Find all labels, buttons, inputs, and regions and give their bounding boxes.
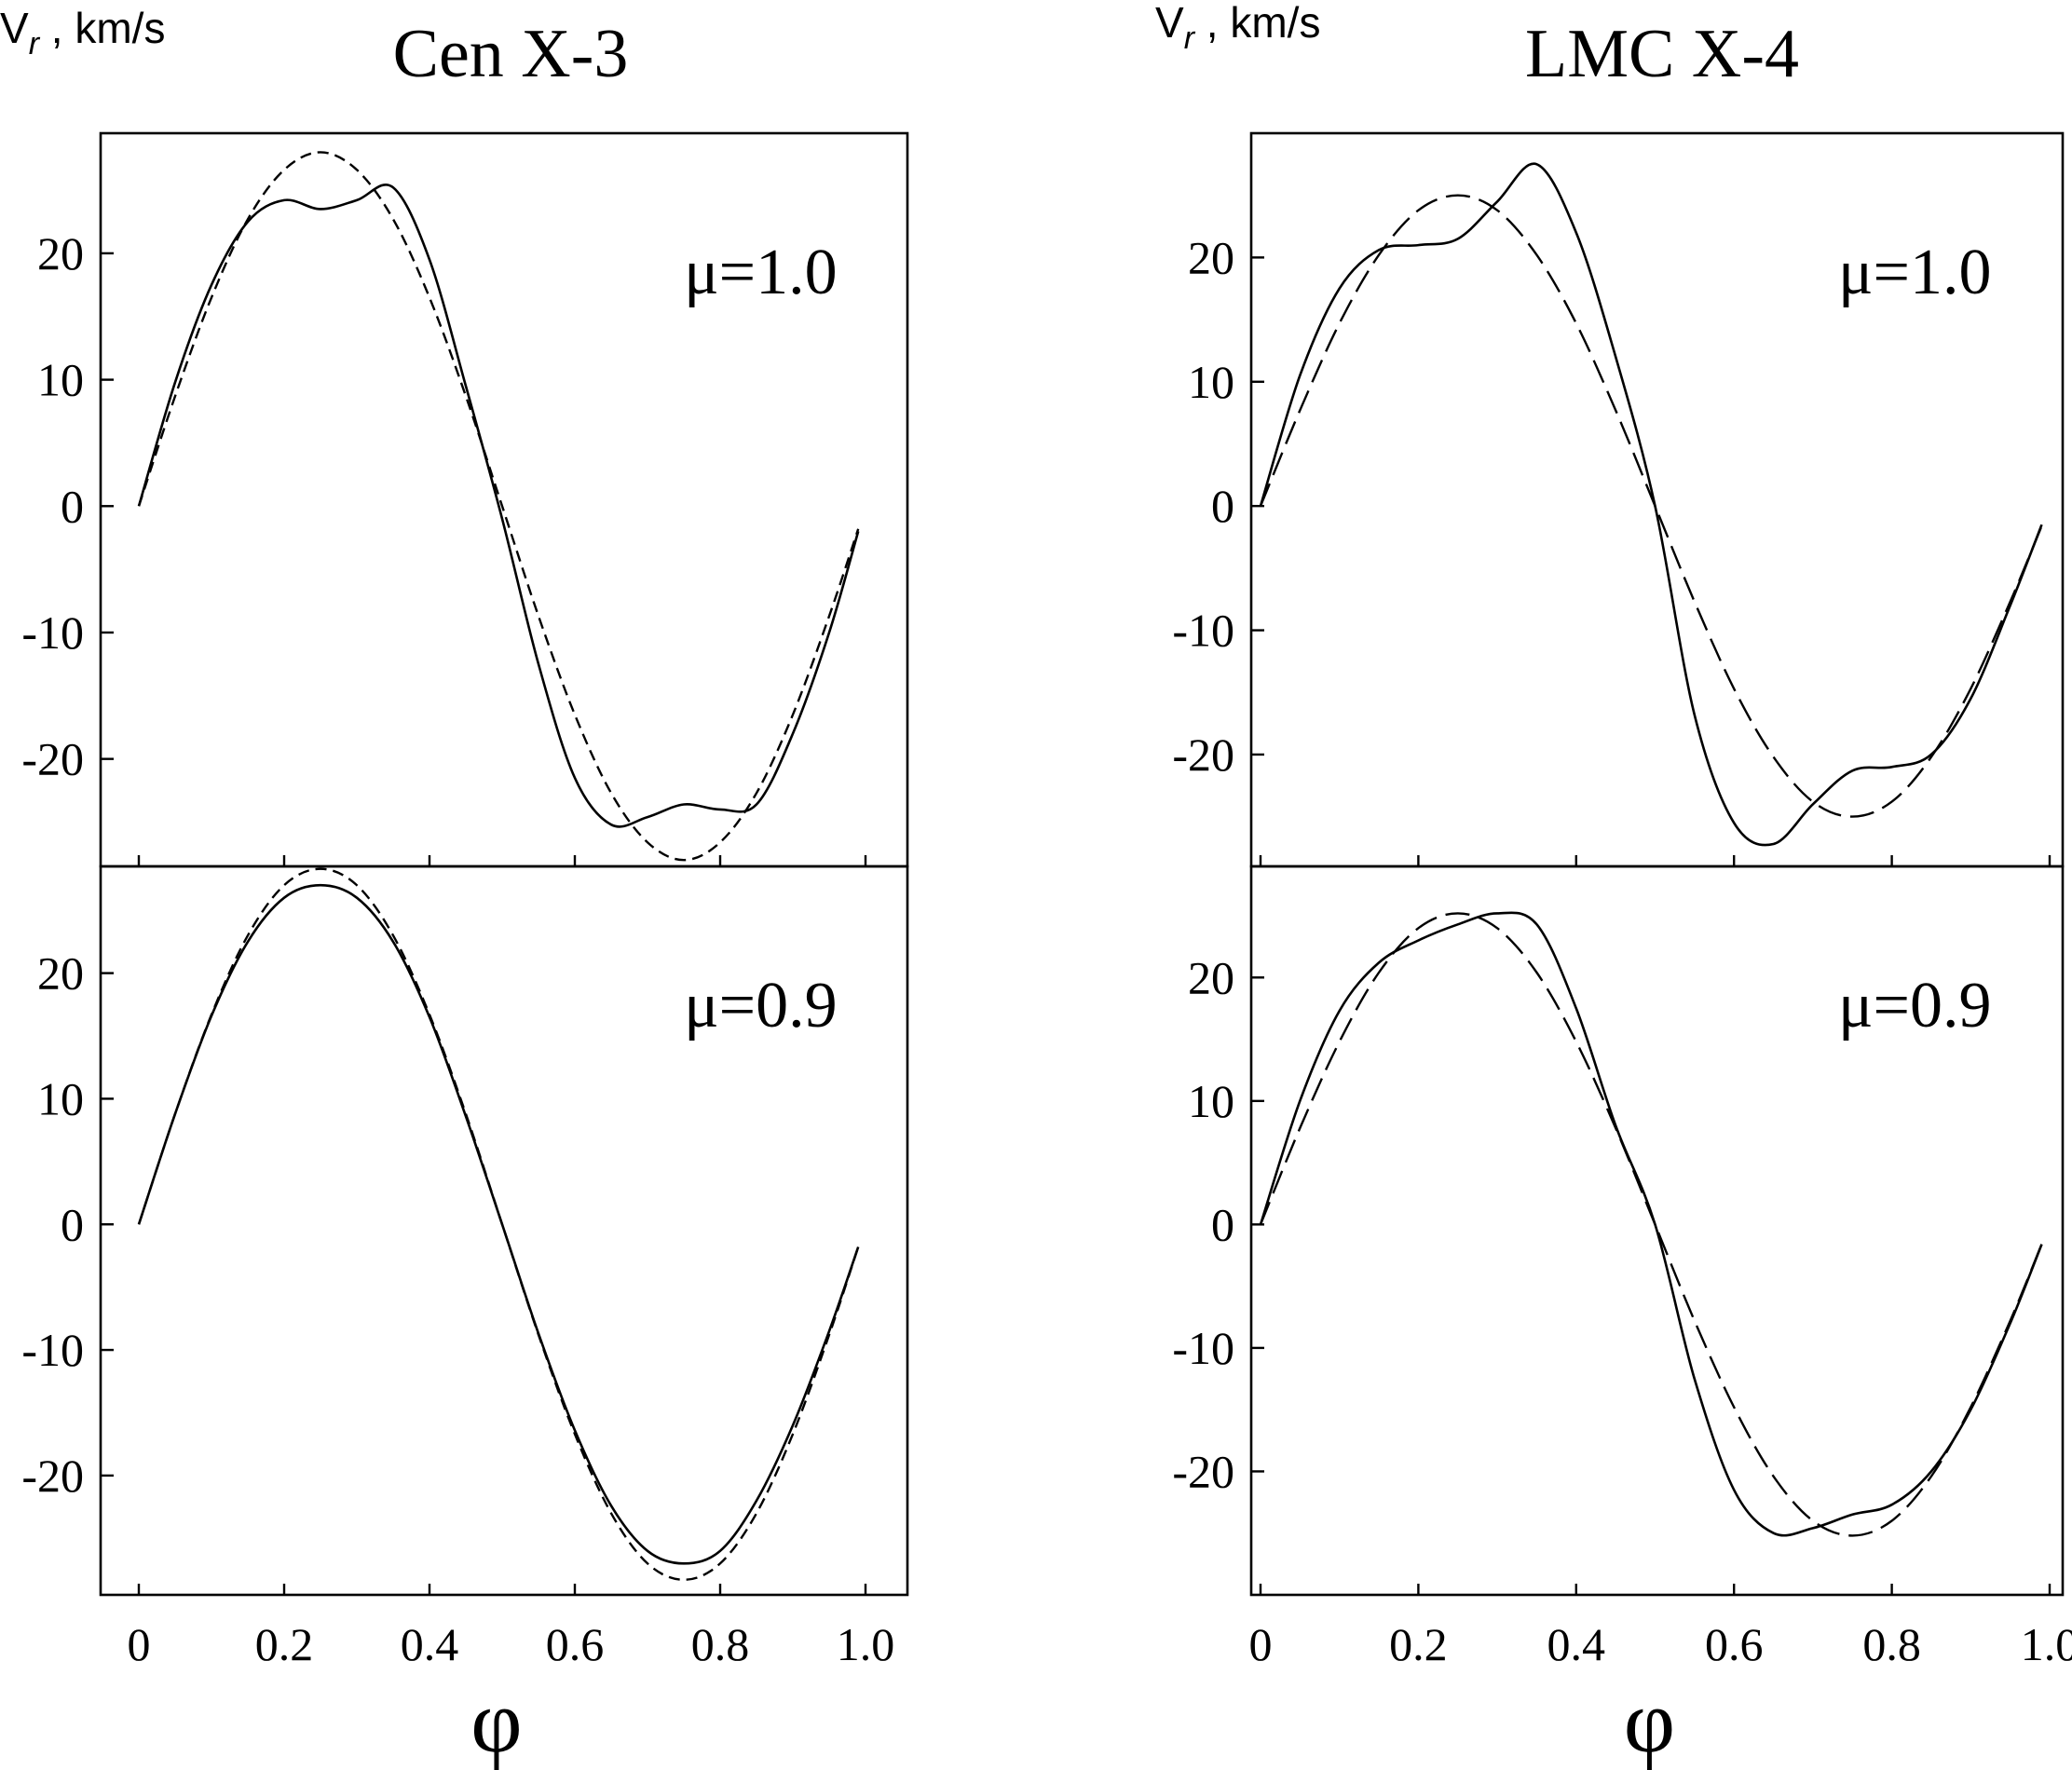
- y-tick-label: -20: [1172, 1445, 1234, 1497]
- series-sine-line: [1259, 194, 2043, 818]
- y-tick-label: 10: [1188, 1075, 1234, 1127]
- y-tick-label: -20: [21, 1450, 84, 1502]
- y-tick-label: 10: [1188, 356, 1234, 408]
- y-axis-label: Vr , km/s: [0, 4, 165, 61]
- mu-annotation: μ=1.0: [1838, 237, 1992, 308]
- y-tick-label: -10: [1172, 1322, 1234, 1374]
- series-model-line: [137, 184, 860, 828]
- plot-frame: [1249, 865, 2065, 1597]
- x-tick-label: 0.6: [1705, 1618, 1764, 1670]
- x-tick-label: 0.8: [691, 1618, 750, 1670]
- panel-cen-top: 20 10 0 -10 -20 μ=1.0 Cen X-3 Vr , km/s: [0, 4, 909, 868]
- x-tick-label: 0.4: [401, 1618, 459, 1670]
- y-tick-label: -10: [21, 606, 84, 659]
- y-tick-label: 20: [37, 947, 84, 1000]
- y-tick-label: 20: [1188, 951, 1234, 1003]
- panel-lmc-top: 20 10 0 -10 -20 μ=1.0 LMC X-4 Vr , km/s: [1155, 0, 2065, 868]
- y-tick-label: 10: [37, 354, 84, 406]
- y-tick-label: 20: [1188, 231, 1234, 283]
- y-tick-label: 0: [1211, 480, 1234, 532]
- x-tick-label: 0.4: [1547, 1618, 1606, 1670]
- y-tick-label: -10: [21, 1324, 84, 1376]
- mu-annotation: μ=0.9: [1838, 970, 1992, 1042]
- series-sine-line: [137, 867, 860, 1582]
- series-model-line: [1259, 911, 2043, 1537]
- panel-lmc-bottom: 20 10 0 -10 -20 0 0.2 0.4 0.6 0.8 1.0 μ=0.9 φ: [1172, 865, 2072, 1770]
- y-tick-label: 10: [37, 1072, 84, 1124]
- mu-annotation: μ=1.0: [684, 237, 838, 308]
- chart-title: Cen X-3: [393, 16, 629, 92]
- y-tick-label: -20: [1172, 728, 1234, 781]
- x-tick-label: 0: [128, 1618, 151, 1670]
- x-tick-label: 1.0: [837, 1618, 895, 1670]
- x-tick-label: 0: [1249, 1618, 1273, 1670]
- y-axis-label: Vr , km/s: [1155, 0, 1320, 56]
- y-tick-label: 20: [37, 227, 84, 279]
- y-tick-label: -10: [1172, 605, 1234, 657]
- chart-title: LMC X-4: [1525, 16, 1799, 92]
- y-tick-label: 0: [61, 1198, 84, 1250]
- panel-cen-bottom: 20 10 0 -10 -20 0 0.2 0.4 0.6 0.8 1.0 μ=0.9 φ: [21, 865, 909, 1770]
- x-tick-label: 0.2: [1389, 1618, 1448, 1670]
- x-axis-label: φ: [1624, 1671, 1675, 1770]
- series-sine-line: [137, 151, 860, 862]
- y-tick-label: -20: [21, 733, 84, 785]
- x-tick-label: 0.8: [1862, 1618, 1921, 1670]
- y-tick-label: 0: [1211, 1198, 1234, 1250]
- x-axis-label: φ: [470, 1671, 522, 1770]
- x-tick-label: 0.6: [546, 1618, 605, 1670]
- plot-frame: [99, 865, 909, 1597]
- y-tick-label: 0: [61, 480, 84, 532]
- series-sine-line: [1259, 912, 2043, 1537]
- mu-annotation: μ=0.9: [684, 970, 838, 1042]
- x-tick-label: 0.2: [255, 1618, 314, 1670]
- x-tick-label: 1.0: [2021, 1618, 2072, 1670]
